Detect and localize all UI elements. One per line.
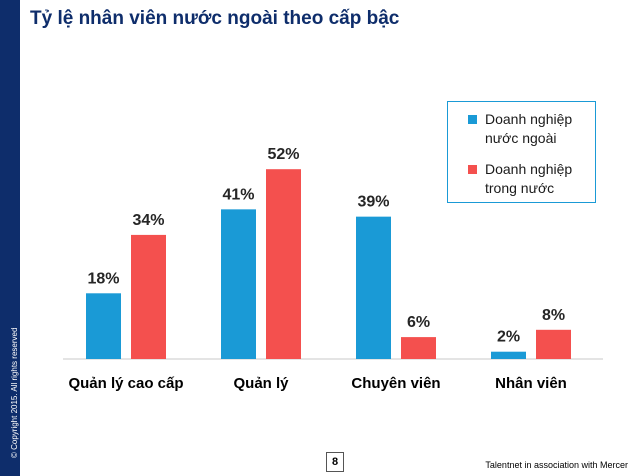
- data-label-domestic-0: 34%: [132, 212, 164, 229]
- footer-credit: Talentnet in association with Mercer: [485, 460, 628, 470]
- x-tick-label-0: Quản lý cao cấp: [68, 375, 183, 392]
- data-label-foreign-0: 18%: [87, 270, 119, 287]
- data-label-foreign-3: 2%: [497, 329, 520, 346]
- page-number: 8: [326, 452, 344, 472]
- legend-label-domestic: Doanh nghiệp trong nước: [485, 161, 573, 196]
- legend-item-foreign: Doanh nghiệp nước ngoài: [468, 110, 593, 148]
- bar-foreign-0: [86, 293, 121, 359]
- x-tick-label-1: Quản lý: [233, 375, 289, 392]
- legend-swatch-domestic: [468, 165, 477, 174]
- legend-item-domestic: Doanh nghiệp trong nước: [468, 160, 593, 198]
- data-label-domestic-3: 8%: [542, 307, 565, 324]
- bar-foreign-3: [491, 351, 526, 359]
- legend-label-foreign: Doanh nghiệp nước ngoài: [485, 111, 573, 146]
- bar-domestic-3: [536, 329, 571, 359]
- data-label-domestic-1: 52%: [267, 146, 299, 163]
- chart-legend: Doanh nghiệp nước ngoài Doanh nghiệp tro…: [447, 101, 596, 203]
- bar-foreign-2: [356, 216, 391, 359]
- bar-domestic-2: [401, 337, 436, 359]
- data-label-foreign-1: 41%: [222, 186, 254, 203]
- side-accent-bar: © Copyright 2015. All rights reserved: [0, 0, 20, 476]
- x-tick-label-2: Chuyên viên: [351, 375, 440, 392]
- bar-foreign-1: [221, 209, 256, 359]
- data-label-domestic-2: 6%: [407, 314, 430, 331]
- bar-domestic-1: [266, 169, 301, 359]
- data-label-foreign-2: 39%: [357, 194, 389, 211]
- legend-swatch-foreign: [468, 115, 477, 124]
- x-tick-label-3: Nhân viên: [495, 375, 567, 392]
- bar-domestic-0: [131, 234, 166, 359]
- slide-title: Tỷ lệ nhân viên nước ngoài theo cấp bậc: [30, 8, 400, 29]
